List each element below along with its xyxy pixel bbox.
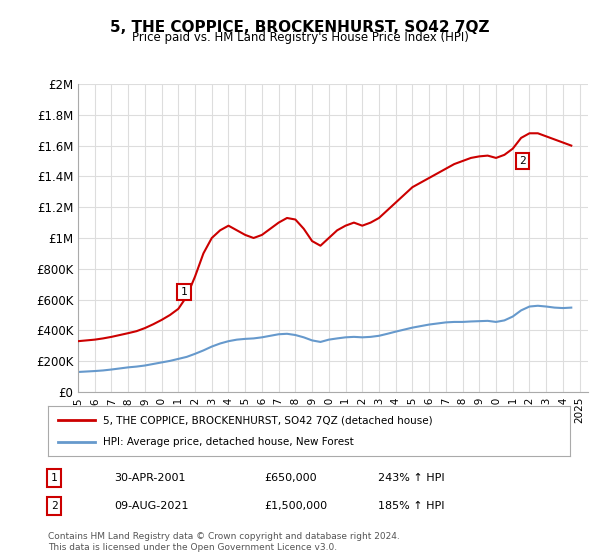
Text: Price paid vs. HM Land Registry's House Price Index (HPI): Price paid vs. HM Land Registry's House … (131, 31, 469, 44)
Text: 5, THE COPPICE, BROCKENHURST, SO42 7QZ: 5, THE COPPICE, BROCKENHURST, SO42 7QZ (110, 20, 490, 35)
Text: 30-APR-2001: 30-APR-2001 (114, 473, 185, 483)
Text: 185% ↑ HPI: 185% ↑ HPI (378, 501, 445, 511)
Text: 243% ↑ HPI: 243% ↑ HPI (378, 473, 445, 483)
Text: £650,000: £650,000 (264, 473, 317, 483)
Text: 1: 1 (181, 287, 187, 297)
Text: 09-AUG-2021: 09-AUG-2021 (114, 501, 188, 511)
Text: £1,500,000: £1,500,000 (264, 501, 327, 511)
Text: 5, THE COPPICE, BROCKENHURST, SO42 7QZ (detached house): 5, THE COPPICE, BROCKENHURST, SO42 7QZ (… (103, 415, 433, 425)
Text: 2: 2 (520, 156, 526, 166)
Text: 1: 1 (50, 473, 58, 483)
Text: Contains HM Land Registry data © Crown copyright and database right 2024.
This d: Contains HM Land Registry data © Crown c… (48, 532, 400, 552)
Text: HPI: Average price, detached house, New Forest: HPI: Average price, detached house, New … (103, 437, 353, 447)
Text: 2: 2 (50, 501, 58, 511)
